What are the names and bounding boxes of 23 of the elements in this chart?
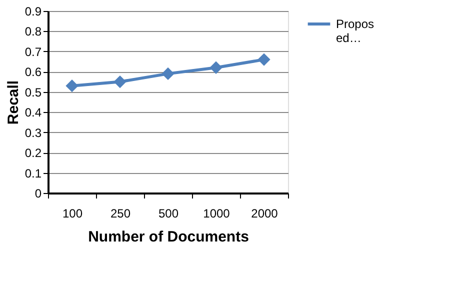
y-tick-label: 0.4 bbox=[24, 106, 42, 120]
y-tick-label: 0.9 bbox=[24, 4, 42, 18]
y-tick-label: 0.6 bbox=[24, 65, 42, 80]
y-axis-title: Recall bbox=[4, 80, 22, 125]
y-tick-label: 0.2 bbox=[24, 146, 42, 160]
legend-label: Proposed… bbox=[336, 17, 374, 45]
x-tick-label: 100 bbox=[62, 206, 83, 220]
y-tick-label: 0.8 bbox=[24, 24, 42, 39]
y-tick-label: 0.1 bbox=[24, 166, 42, 180]
point bbox=[114, 75, 126, 88]
x-tick-label: 1000 bbox=[203, 206, 230, 220]
x-tick-label: 2000 bbox=[251, 206, 278, 220]
x-axis-title: Number of Documents bbox=[88, 228, 249, 246]
y-tick-label: 0.7 bbox=[24, 44, 42, 59]
point bbox=[66, 79, 78, 92]
x-tick-label: 500 bbox=[158, 206, 179, 220]
point bbox=[258, 53, 270, 66]
y-tick-label: 0 bbox=[34, 186, 42, 200]
y-tick-label: 0.3 bbox=[24, 126, 42, 140]
x-tick-label: 250 bbox=[110, 206, 131, 220]
y-tick-label: 0.5 bbox=[24, 85, 42, 100]
point bbox=[210, 61, 222, 74]
point bbox=[162, 67, 174, 80]
